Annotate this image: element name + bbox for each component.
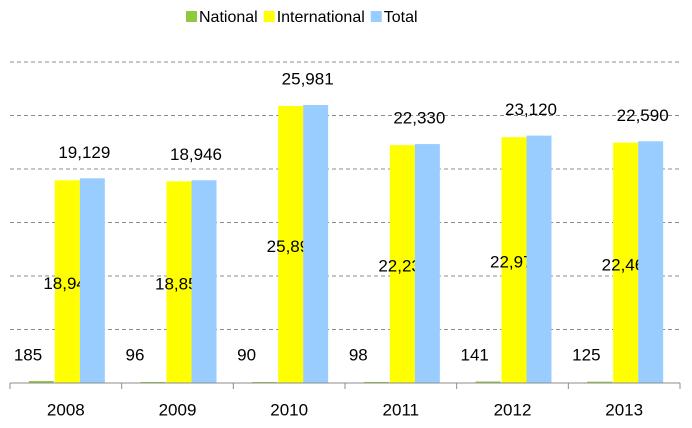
x-tick-label: 2010 [270, 400, 308, 419]
bar [526, 135, 552, 383]
bar [389, 145, 415, 383]
data-label: 90 [237, 345, 256, 364]
legend-swatch [263, 11, 275, 22]
data-label: 22,330 [393, 109, 445, 128]
x-tick-label: 2008 [47, 400, 85, 419]
data-label: 98 [349, 345, 368, 364]
bar [501, 137, 527, 383]
data-label: 25,981 [282, 69, 334, 88]
bar [587, 381, 613, 383]
legend-label: International [277, 9, 365, 26]
data-label: 22,590 [617, 106, 669, 125]
bar [140, 381, 166, 383]
legend: National International Total [186, 9, 418, 26]
x-tick-label: 2009 [159, 400, 197, 419]
x-tick-label: 2013 [605, 400, 643, 419]
bar [28, 381, 54, 383]
x-tick-label: 2011 [383, 400, 420, 419]
legend-swatch [186, 11, 197, 22]
bar [414, 144, 440, 383]
bar [303, 105, 329, 384]
x-tick-label: 2012 [494, 400, 532, 419]
bar [278, 105, 304, 383]
data-label: 96 [126, 345, 145, 364]
bar [613, 142, 639, 383]
legend-label: Total [384, 9, 418, 26]
bar [191, 180, 217, 383]
bar [166, 181, 192, 383]
data-label: 185 [14, 345, 42, 364]
data-label: 125 [572, 345, 600, 364]
bar [54, 180, 80, 383]
legend-swatch [370, 11, 382, 22]
data-label: 19,129 [58, 143, 110, 162]
bar [363, 381, 389, 383]
legend-label: National [199, 9, 258, 26]
data-label: 141 [461, 345, 489, 364]
data-label: 18,946 [170, 145, 222, 164]
bar [79, 178, 105, 383]
bar [475, 381, 501, 383]
bar [638, 141, 664, 383]
data-label: 23,120 [505, 100, 557, 119]
